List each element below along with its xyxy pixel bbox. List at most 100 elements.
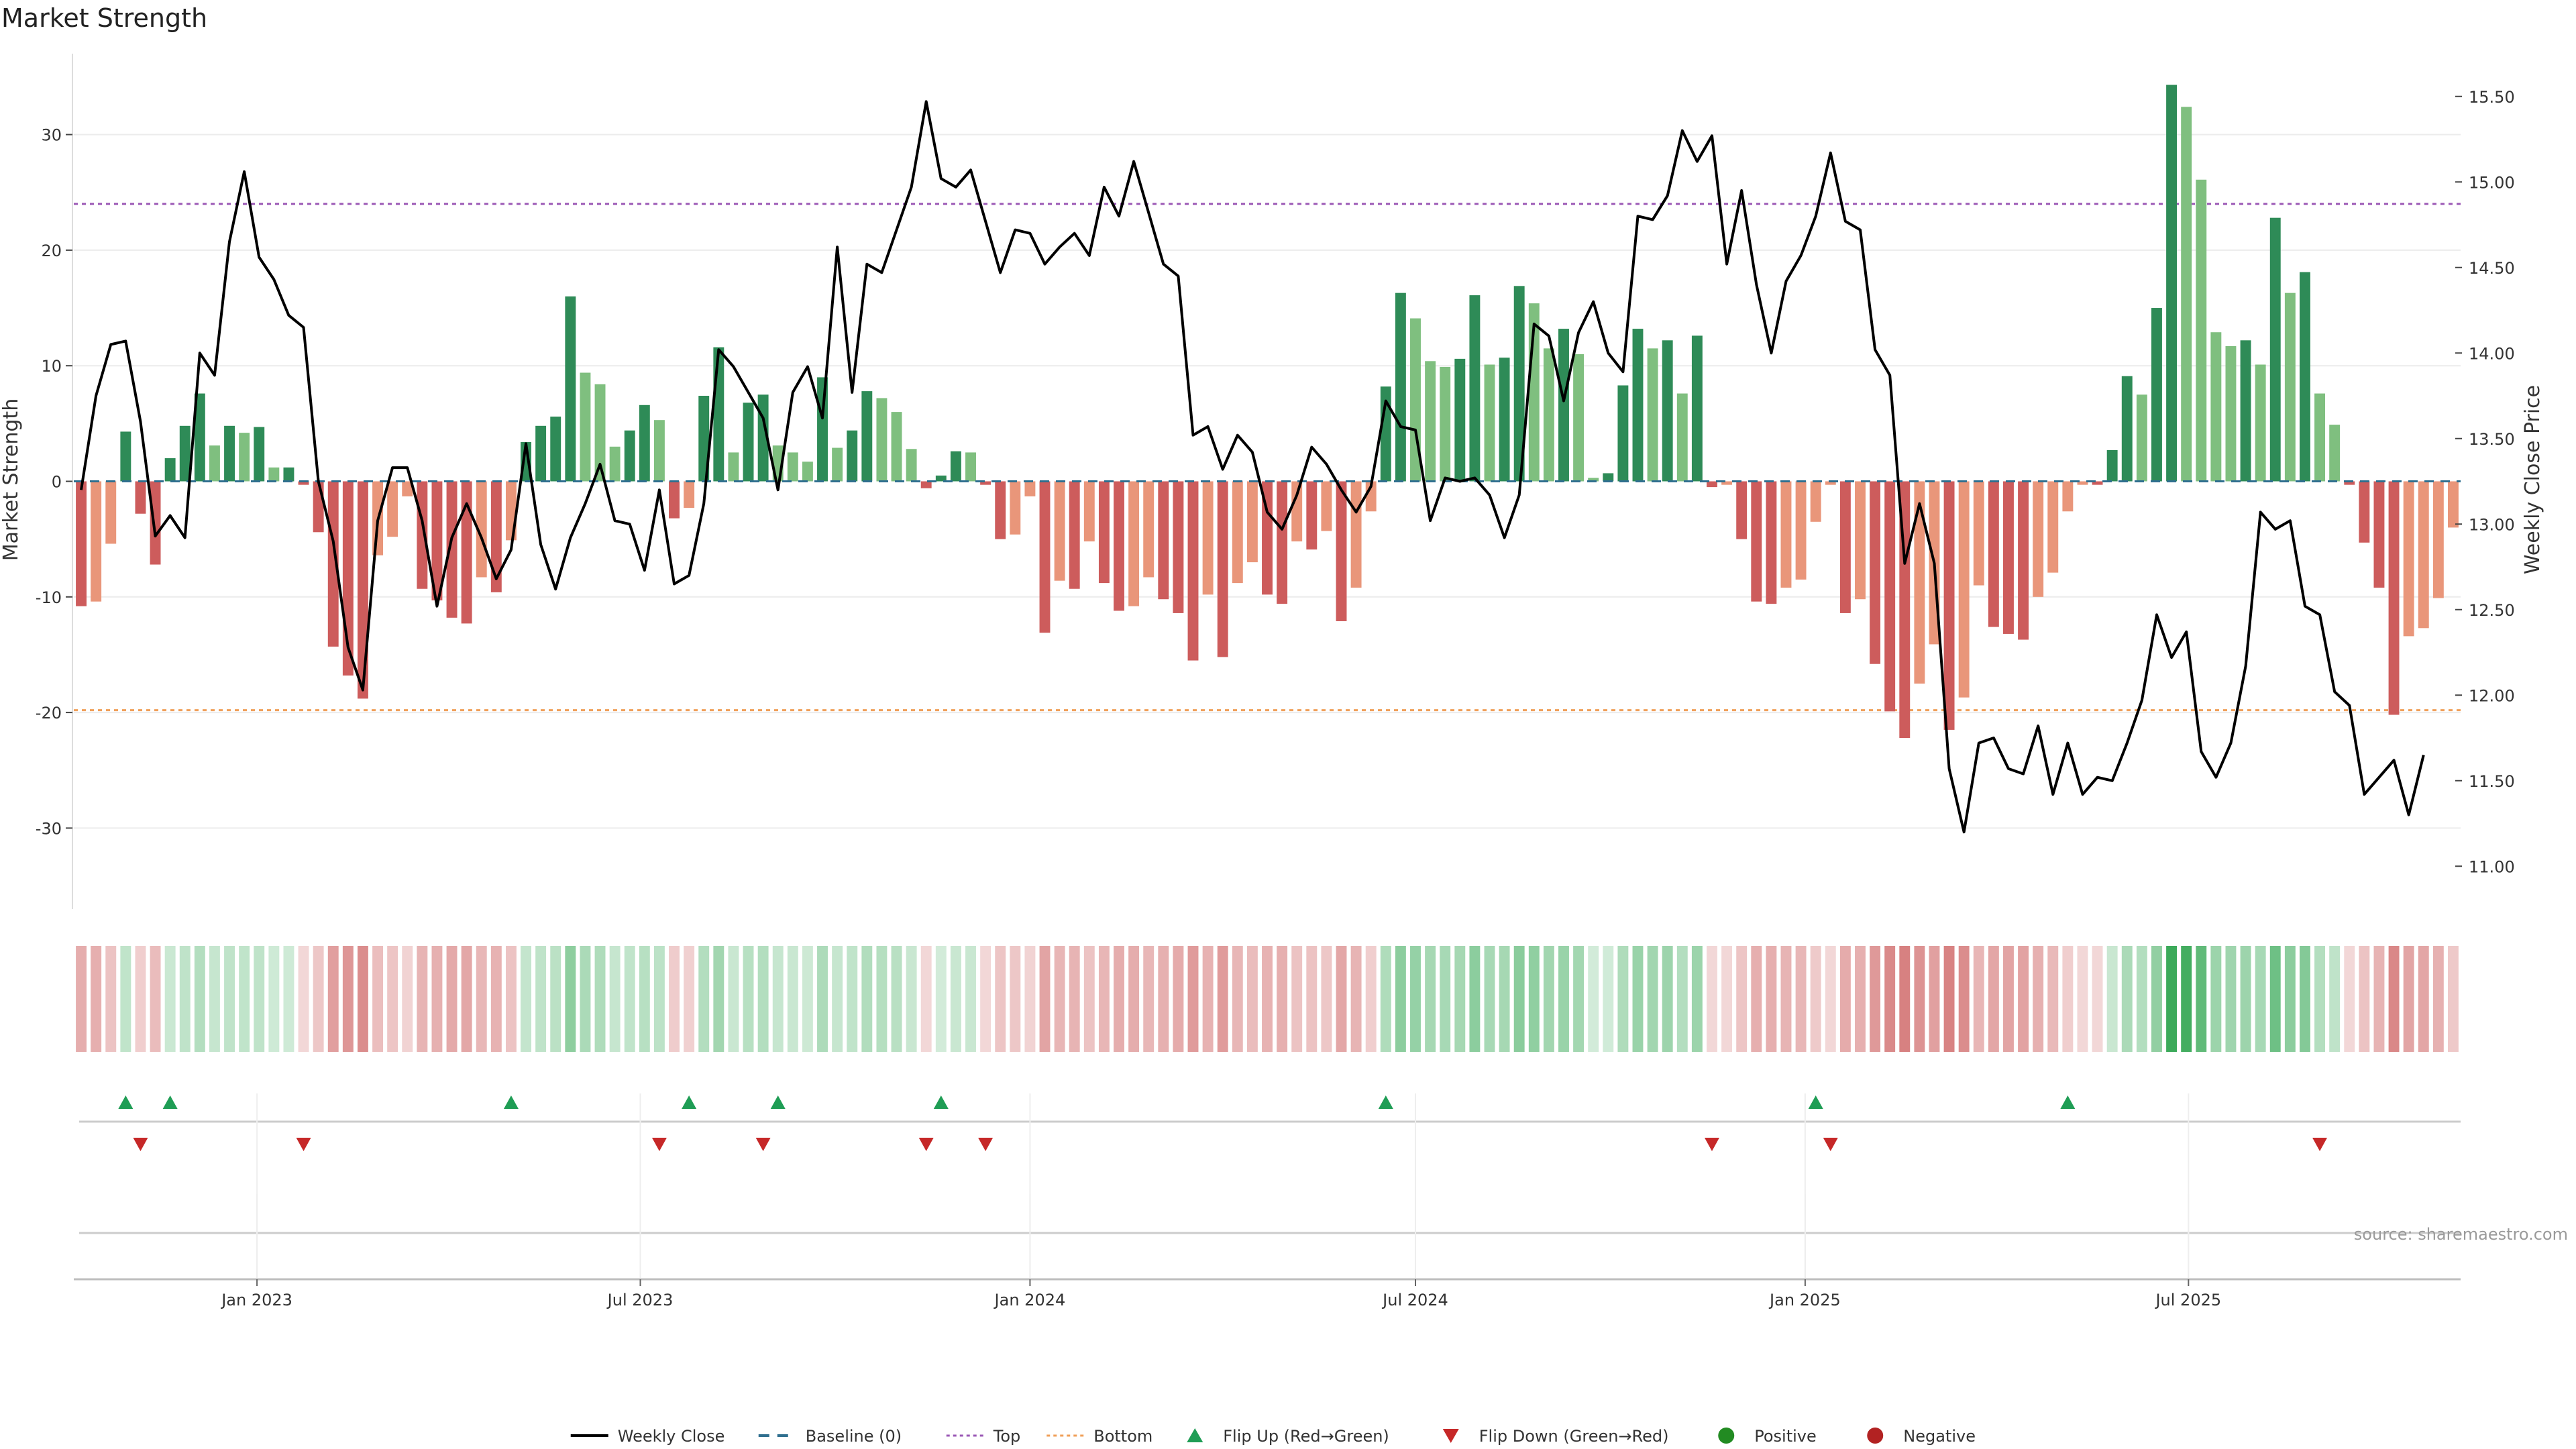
heat-cell xyxy=(402,946,413,1052)
strength-bar xyxy=(639,405,650,482)
heat-cell xyxy=(1395,946,1406,1052)
heat-cell xyxy=(1766,946,1777,1052)
heat-cell xyxy=(1083,946,1095,1052)
heat-cell xyxy=(684,946,695,1052)
heat-cell xyxy=(120,946,131,1052)
heat-cell xyxy=(2329,946,2341,1052)
heat-cell xyxy=(224,946,235,1052)
heat-cell xyxy=(1988,946,1999,1052)
heat-cell xyxy=(580,946,591,1052)
heat-cell xyxy=(906,946,917,1052)
strength-bar xyxy=(802,462,813,482)
heat-cell xyxy=(1588,946,1599,1052)
heat-cell xyxy=(1528,946,1540,1052)
strength-bar xyxy=(713,347,724,482)
heat-cell xyxy=(2373,946,2385,1052)
strength-bar xyxy=(847,430,858,482)
heat-cell xyxy=(743,946,754,1052)
x-tick-label: Jan 2025 xyxy=(1768,1291,1841,1309)
strength-bar xyxy=(743,402,754,482)
strength-bar xyxy=(1098,481,1110,584)
strength-bar xyxy=(2255,364,2266,482)
strength-bar xyxy=(2196,179,2207,482)
flip-up-marker xyxy=(1378,1095,1393,1109)
strength-bar xyxy=(120,431,131,482)
heat-cell xyxy=(1365,946,1377,1052)
strength-bar xyxy=(1217,481,1228,657)
heat-cell xyxy=(91,946,102,1052)
strength-bar xyxy=(476,481,487,578)
strength-bar xyxy=(313,481,324,533)
legend-label: Flip Down (Green→Red) xyxy=(1479,1427,1669,1446)
strength-bar xyxy=(2003,481,2014,634)
strength-bar xyxy=(1707,481,1717,488)
left-tick-label: 0 xyxy=(52,473,62,492)
strength-bar xyxy=(1543,348,1554,482)
heat-cell xyxy=(876,946,888,1052)
heat-cell xyxy=(1350,946,1362,1052)
heat-cell xyxy=(653,946,665,1052)
strength-bar xyxy=(1143,481,1155,578)
heat-cell xyxy=(639,946,650,1052)
strength-bar xyxy=(950,451,961,482)
strength-bar xyxy=(1262,481,1273,595)
strength-bar xyxy=(861,391,873,482)
strength-bar xyxy=(1350,481,1362,588)
x-tick-label: Jul 2024 xyxy=(1381,1291,1448,1309)
strength-bar xyxy=(1277,481,1288,604)
strength-bar xyxy=(2033,481,2044,597)
source-credit: source: sharemaestro.com xyxy=(2354,1225,2568,1244)
strength-bar xyxy=(402,481,413,496)
strength-bar xyxy=(1632,329,1644,482)
strength-bar xyxy=(2418,481,2429,629)
strength-bar xyxy=(1988,481,1999,627)
flip-down-marker xyxy=(978,1138,994,1151)
strength-bar xyxy=(1128,481,1140,606)
heat-cell xyxy=(787,946,798,1052)
strength-bar xyxy=(1751,481,1762,602)
strength-bar xyxy=(565,296,576,482)
heat-cell xyxy=(476,946,487,1052)
heat-cell xyxy=(594,946,606,1052)
strength-bar xyxy=(580,372,591,482)
heat-cell xyxy=(1039,946,1051,1052)
strength-bar xyxy=(728,452,739,482)
strength-bar xyxy=(2388,481,2400,715)
legend-item: Baseline (0) xyxy=(758,1427,902,1446)
heat-cell xyxy=(624,946,635,1052)
strength-bar xyxy=(1513,286,1525,482)
heat-cell xyxy=(254,946,265,1052)
strength-bar xyxy=(684,481,695,508)
strength-bar xyxy=(2300,272,2310,482)
heat-cell xyxy=(698,946,710,1052)
heat-cell xyxy=(1454,946,1466,1052)
strength-bar xyxy=(1914,481,1925,684)
strength-bar xyxy=(1855,481,1866,600)
heat-cell xyxy=(2136,946,2147,1052)
strength-bar xyxy=(268,467,280,482)
right-tick-label: 11.50 xyxy=(2469,772,2515,791)
heat-cell xyxy=(1780,946,1792,1052)
strength-bar xyxy=(2225,345,2237,482)
strength-bar xyxy=(2403,481,2414,637)
strength-bar xyxy=(2166,85,2178,482)
flip-up-marker xyxy=(162,1095,178,1109)
heat-cell xyxy=(1558,946,1569,1052)
strength-bar xyxy=(1469,295,1481,482)
right-axis-label: Weekly Close Price xyxy=(2521,385,2544,574)
strength-bar xyxy=(2359,481,2370,543)
flip-down-marker xyxy=(651,1138,667,1151)
heat-cell xyxy=(150,946,161,1052)
strength-heat-strip xyxy=(76,946,2459,1052)
strength-bar xyxy=(698,396,710,482)
heat-cell xyxy=(1246,946,1258,1052)
heat-cell xyxy=(1425,946,1436,1052)
heat-cell xyxy=(239,946,250,1052)
strength-bar xyxy=(91,481,102,602)
heat-cell xyxy=(1173,946,1184,1052)
heat-cell xyxy=(1217,946,1228,1052)
heat-cell xyxy=(1795,946,1807,1052)
left-tick-label: 30 xyxy=(41,126,62,145)
heat-cell xyxy=(565,946,576,1052)
heat-cell xyxy=(1691,946,1703,1052)
